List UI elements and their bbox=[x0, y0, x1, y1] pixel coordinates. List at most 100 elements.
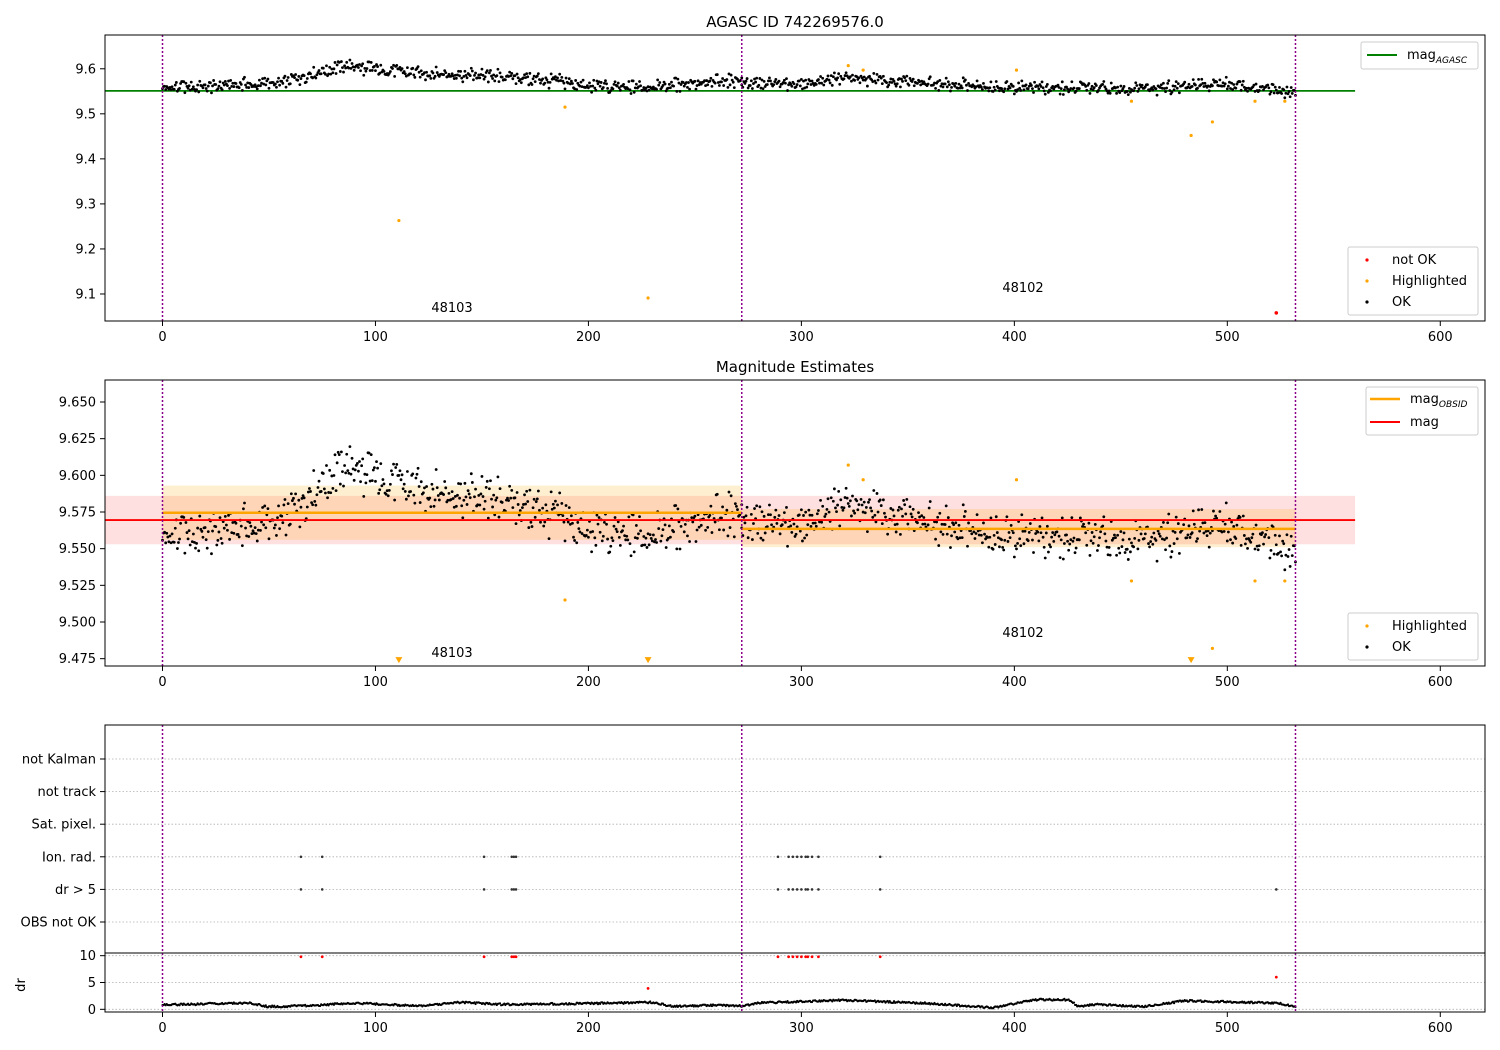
ok-point bbox=[1134, 81, 1138, 85]
ok-point bbox=[623, 534, 627, 538]
ok-point bbox=[1222, 84, 1226, 88]
ok-point bbox=[695, 84, 699, 87]
ok-point bbox=[1231, 88, 1235, 91]
ok-point bbox=[554, 75, 557, 79]
ok-point bbox=[1207, 545, 1211, 549]
ok-point bbox=[761, 87, 765, 91]
ok-point bbox=[311, 76, 315, 80]
ok-point bbox=[1206, 84, 1210, 88]
ok-point bbox=[1177, 551, 1181, 555]
ok-point bbox=[591, 84, 595, 88]
ok-point bbox=[725, 78, 729, 81]
ok-point bbox=[831, 499, 835, 503]
ok-point bbox=[940, 82, 944, 86]
ok-point bbox=[1125, 547, 1129, 551]
ok-point bbox=[871, 515, 875, 519]
ok-point bbox=[195, 88, 198, 92]
ok-point bbox=[892, 514, 896, 518]
ok-point bbox=[1223, 82, 1227, 86]
ok-point bbox=[1127, 86, 1131, 90]
ok-point bbox=[708, 79, 712, 83]
ok-point bbox=[749, 79, 753, 83]
ok-point bbox=[467, 492, 471, 496]
ok-point bbox=[993, 88, 997, 92]
ok-point bbox=[589, 84, 592, 88]
ok-point bbox=[187, 529, 191, 533]
ok-point bbox=[602, 521, 606, 524]
ok-point bbox=[628, 542, 632, 546]
ok-point bbox=[618, 543, 622, 547]
ok-point bbox=[494, 498, 498, 502]
ok-point bbox=[1027, 530, 1031, 534]
ok-point bbox=[1126, 558, 1130, 561]
ok-point bbox=[456, 493, 459, 497]
ok-point bbox=[729, 73, 733, 77]
ok-point bbox=[876, 78, 880, 82]
ok-point bbox=[644, 86, 648, 90]
ok-point bbox=[908, 505, 912, 509]
ok-point bbox=[1166, 521, 1170, 525]
ok-point bbox=[696, 79, 700, 83]
ok-point bbox=[1094, 84, 1098, 87]
ok-point bbox=[419, 69, 423, 73]
ok-point bbox=[905, 74, 909, 78]
ok-point bbox=[872, 72, 876, 75]
ok-point bbox=[539, 81, 542, 85]
ok-point bbox=[759, 86, 763, 90]
ok-point bbox=[771, 529, 775, 533]
ok-point bbox=[830, 83, 834, 87]
ok-point bbox=[642, 86, 646, 89]
ok-point bbox=[309, 72, 312, 76]
ok-point bbox=[425, 485, 428, 488]
ok-point bbox=[966, 544, 969, 548]
ok-point bbox=[500, 75, 504, 79]
ok-point bbox=[325, 64, 328, 68]
p2-xtick-label: 300 bbox=[789, 675, 814, 690]
p1-ytick-label: 9.2 bbox=[75, 242, 96, 257]
ok-point bbox=[267, 537, 271, 541]
ok-point bbox=[1034, 532, 1038, 535]
ok-point bbox=[934, 537, 937, 541]
ok-point bbox=[1011, 531, 1015, 535]
ok-point bbox=[284, 85, 288, 89]
ok-point bbox=[815, 512, 819, 516]
legend-label-mag-obsid: magOBSID bbox=[1410, 392, 1468, 410]
ok-point bbox=[399, 478, 403, 482]
ok-point bbox=[1132, 89, 1136, 93]
ok-point bbox=[774, 78, 778, 81]
ok-point bbox=[1266, 83, 1270, 87]
ok-point bbox=[657, 527, 661, 530]
ok-point bbox=[552, 506, 556, 510]
flag-point bbox=[804, 888, 807, 891]
ok-point bbox=[164, 541, 168, 545]
ok-point bbox=[994, 515, 998, 519]
ok-point bbox=[413, 75, 417, 79]
ok-point bbox=[659, 539, 663, 543]
ok-point bbox=[472, 78, 475, 82]
ok-point bbox=[1092, 86, 1096, 90]
ok-point bbox=[276, 516, 279, 520]
ok-point bbox=[872, 489, 876, 492]
ok-point bbox=[1049, 545, 1052, 549]
ok-point bbox=[1234, 537, 1238, 540]
dr-flagged-point bbox=[646, 987, 650, 990]
ok-point bbox=[768, 503, 771, 507]
ok-point bbox=[562, 81, 566, 85]
dr-flagged-point bbox=[806, 955, 810, 959]
ok-point bbox=[954, 521, 958, 525]
ok-point bbox=[613, 80, 617, 84]
legend-label-mag-agasc: magAGASC bbox=[1407, 48, 1468, 66]
panel2-label-48103: 48103 bbox=[431, 646, 472, 661]
ok-point bbox=[404, 497, 408, 501]
ok-point bbox=[726, 85, 730, 89]
ok-point bbox=[670, 80, 673, 84]
ok-point bbox=[704, 528, 707, 532]
ok-point bbox=[992, 85, 996, 89]
ok-point bbox=[896, 508, 900, 512]
ok-point bbox=[890, 81, 894, 84]
ok-point bbox=[728, 83, 732, 87]
ok-point bbox=[606, 537, 609, 541]
ok-point bbox=[1074, 89, 1078, 93]
ok-point bbox=[950, 534, 953, 538]
ok-point bbox=[1003, 87, 1007, 91]
